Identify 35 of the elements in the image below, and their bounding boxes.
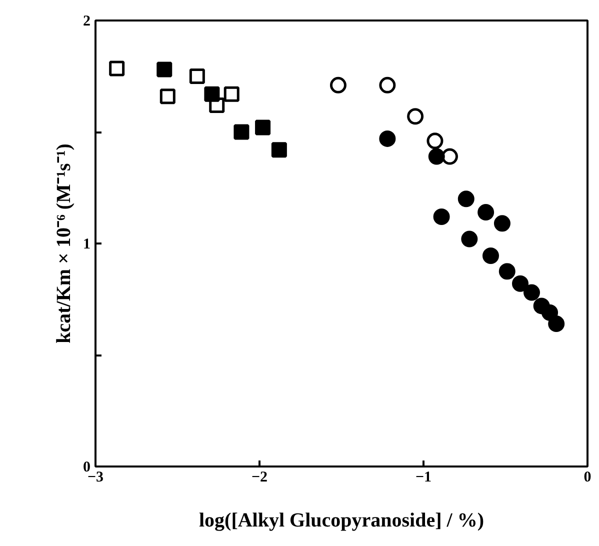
point [548, 316, 565, 332]
point [255, 120, 271, 136]
y-tick-label: 0 [83, 460, 90, 476]
point [542, 304, 558, 321]
point [461, 230, 478, 248]
point [441, 148, 458, 165]
point [478, 204, 494, 221]
point [458, 190, 474, 208]
point [428, 148, 445, 165]
point [224, 86, 240, 102]
point [379, 76, 396, 94]
point [234, 124, 250, 140]
point [482, 248, 499, 264]
point [189, 68, 205, 84]
point [433, 208, 450, 225]
point [494, 215, 510, 232]
y-axis-title: kcat/Km × 10⁻⁶ (M⁻¹s⁻¹) [53, 144, 75, 344]
x-tick-label: −2 [251, 470, 268, 486]
y-tick-label: 2 [83, 14, 90, 30]
point [156, 62, 172, 78]
x-axis-title: log([Alkyl Glucopyranoside] / %) [198, 510, 484, 532]
x-tick-label: −1 [415, 470, 432, 486]
point [512, 275, 529, 292]
point [330, 76, 346, 94]
point [523, 284, 540, 301]
point [498, 263, 516, 280]
point [379, 130, 396, 147]
point [426, 132, 444, 150]
point [204, 86, 220, 102]
y-tick-label: 1 [83, 236, 90, 252]
point [407, 108, 424, 125]
x-tick-label: 0 [584, 470, 592, 486]
point [109, 60, 125, 76]
point [271, 142, 287, 158]
point [160, 88, 176, 104]
